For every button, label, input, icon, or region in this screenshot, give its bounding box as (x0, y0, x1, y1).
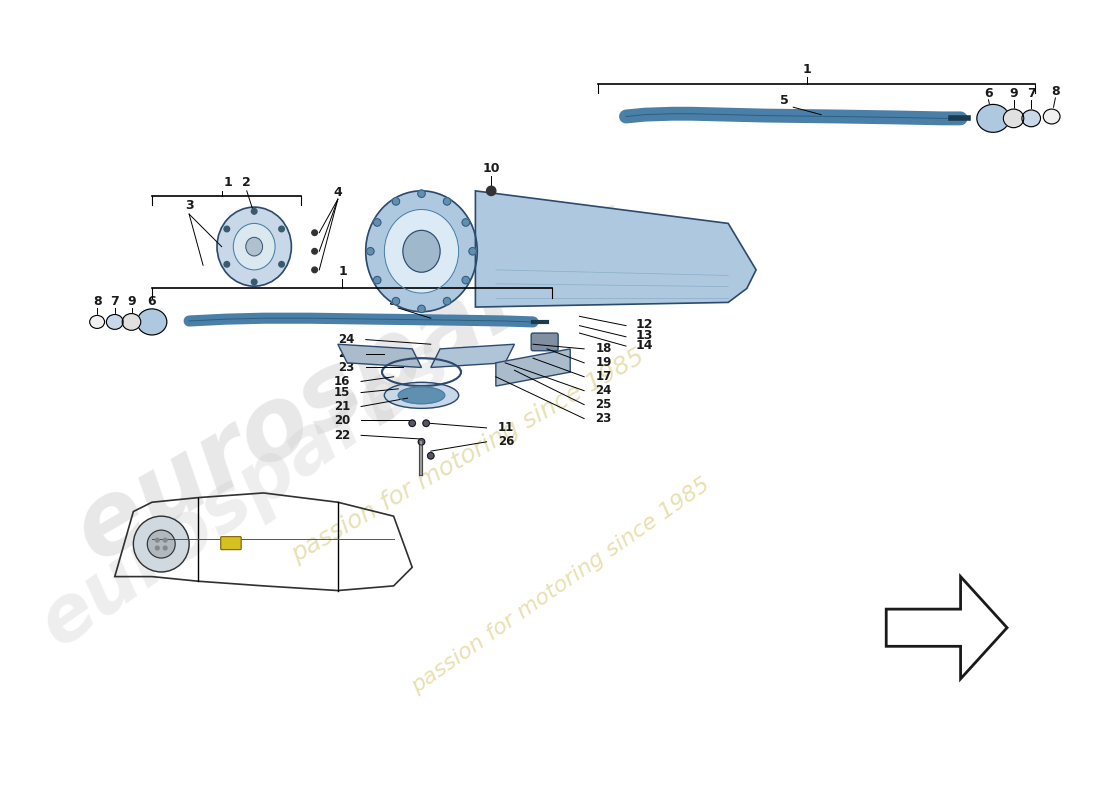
FancyBboxPatch shape (221, 537, 241, 550)
Circle shape (224, 262, 230, 267)
Ellipse shape (90, 315, 104, 329)
Text: 19: 19 (595, 356, 612, 370)
Polygon shape (431, 344, 515, 367)
Text: 9: 9 (128, 295, 135, 308)
Text: 18: 18 (595, 342, 612, 355)
Circle shape (252, 279, 257, 285)
Text: 9: 9 (1009, 87, 1018, 100)
Text: 8: 8 (1052, 85, 1059, 98)
Text: 15: 15 (333, 386, 350, 399)
Text: 6: 6 (147, 295, 156, 308)
Circle shape (133, 516, 189, 572)
Circle shape (418, 190, 426, 198)
Text: 2: 2 (242, 176, 251, 190)
Text: 1: 1 (223, 176, 232, 190)
Text: 13: 13 (636, 329, 652, 342)
Ellipse shape (245, 238, 263, 256)
Polygon shape (475, 191, 756, 307)
Text: 22: 22 (333, 429, 350, 442)
Ellipse shape (1022, 110, 1041, 126)
Circle shape (393, 298, 399, 305)
Text: 24: 24 (338, 333, 354, 346)
Circle shape (462, 276, 470, 284)
Ellipse shape (398, 387, 444, 404)
Circle shape (163, 538, 167, 542)
Ellipse shape (365, 191, 477, 312)
Circle shape (486, 186, 496, 195)
Text: passion for motoring since 1985: passion for motoring since 1985 (287, 345, 649, 567)
Text: 25: 25 (338, 347, 354, 360)
Circle shape (311, 249, 318, 254)
Text: 12: 12 (636, 318, 652, 330)
Text: 10: 10 (483, 162, 500, 175)
Ellipse shape (233, 223, 275, 270)
Text: 5: 5 (389, 295, 398, 308)
Text: 26: 26 (497, 435, 514, 448)
Text: 1: 1 (803, 63, 812, 76)
Circle shape (278, 226, 284, 232)
Circle shape (155, 538, 160, 542)
Circle shape (366, 247, 374, 255)
Circle shape (311, 230, 318, 235)
Ellipse shape (138, 309, 167, 335)
Text: 25: 25 (595, 398, 612, 411)
Circle shape (462, 218, 470, 226)
Text: 8: 8 (92, 295, 101, 308)
Circle shape (147, 530, 175, 558)
Ellipse shape (1043, 109, 1060, 124)
Circle shape (224, 226, 230, 232)
Circle shape (418, 305, 426, 313)
Circle shape (443, 298, 451, 305)
Circle shape (374, 218, 381, 226)
Text: 5: 5 (780, 94, 789, 107)
Ellipse shape (1003, 109, 1024, 128)
Text: 17: 17 (595, 370, 612, 383)
Text: eurospares: eurospares (26, 324, 464, 662)
Circle shape (278, 262, 284, 267)
Polygon shape (338, 344, 421, 367)
Ellipse shape (977, 105, 1010, 132)
Text: 7: 7 (110, 295, 119, 308)
Text: eurospares: eurospares (58, 182, 654, 582)
Circle shape (393, 198, 399, 205)
Ellipse shape (384, 210, 459, 293)
Circle shape (422, 420, 429, 426)
Polygon shape (496, 349, 570, 386)
Circle shape (252, 209, 257, 214)
Ellipse shape (122, 314, 141, 330)
Circle shape (311, 267, 318, 273)
Ellipse shape (403, 230, 440, 272)
Circle shape (374, 276, 381, 284)
Ellipse shape (384, 382, 459, 408)
Circle shape (469, 247, 476, 255)
Text: 1: 1 (338, 266, 346, 278)
Text: 23: 23 (339, 361, 354, 374)
Circle shape (443, 198, 451, 205)
Text: 6: 6 (984, 87, 993, 100)
Text: 23: 23 (595, 412, 612, 425)
Polygon shape (887, 577, 1008, 679)
Text: passion for motoring since 1985: passion for motoring since 1985 (408, 474, 714, 697)
Text: 24: 24 (595, 384, 612, 398)
FancyBboxPatch shape (531, 333, 558, 350)
Text: 14: 14 (636, 339, 652, 352)
Circle shape (418, 438, 425, 445)
Text: 3: 3 (185, 199, 194, 213)
Circle shape (155, 546, 160, 550)
Text: 11: 11 (497, 422, 514, 434)
Circle shape (163, 546, 167, 550)
Text: 7: 7 (1026, 87, 1035, 100)
Text: 21: 21 (333, 400, 350, 413)
Circle shape (409, 420, 416, 426)
Ellipse shape (107, 314, 123, 330)
Text: 20: 20 (333, 414, 350, 427)
Circle shape (428, 453, 435, 459)
Text: 4: 4 (333, 186, 342, 198)
Text: 16: 16 (333, 375, 350, 388)
Ellipse shape (217, 207, 292, 286)
